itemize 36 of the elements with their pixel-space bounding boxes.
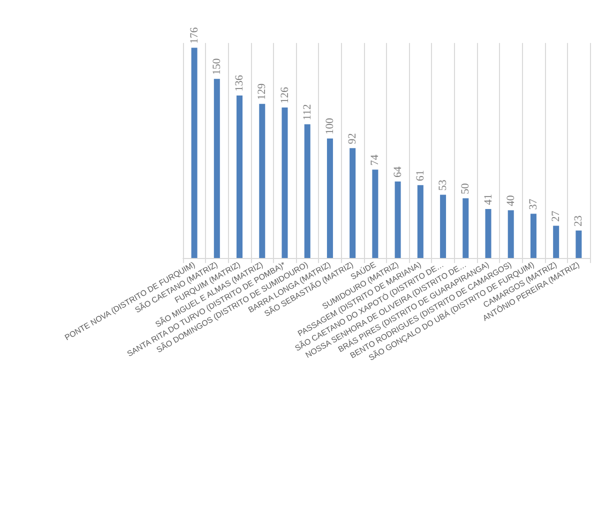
bar [304,124,310,258]
data-label: 50 [460,182,472,194]
bar [508,210,514,258]
data-label: 92 [346,133,359,144]
bar [576,230,582,258]
data-label: 41 [482,194,494,206]
data-label: 136 [234,74,246,92]
bar [350,148,356,258]
bar [326,138,333,258]
data-label: 100 [324,118,336,135]
data-label: 37 [527,198,540,210]
data-label: 40 [504,194,517,206]
bar [282,108,288,258]
bar [191,48,198,258]
data-label: 53 [437,179,450,191]
bar [214,78,220,258]
data-label: 74 [369,154,382,166]
data-label: 129 [256,82,268,100]
bar [485,209,492,258]
data-label: 112 [301,104,314,120]
data-label: 27 [550,210,562,222]
data-label: 64 [392,166,404,178]
data-label: 176 [188,26,200,44]
data-label: 61 [414,170,426,182]
bar [372,170,378,258]
data-label: 23 [572,215,585,227]
bar [259,104,266,258]
bar [417,185,424,258]
data-label: 150 [210,58,223,75]
bar [440,194,446,258]
bar [462,198,469,258]
bar [394,182,401,258]
bar [530,214,536,258]
data-label: 126 [278,86,291,104]
bar [236,96,243,258]
bar [553,226,560,258]
